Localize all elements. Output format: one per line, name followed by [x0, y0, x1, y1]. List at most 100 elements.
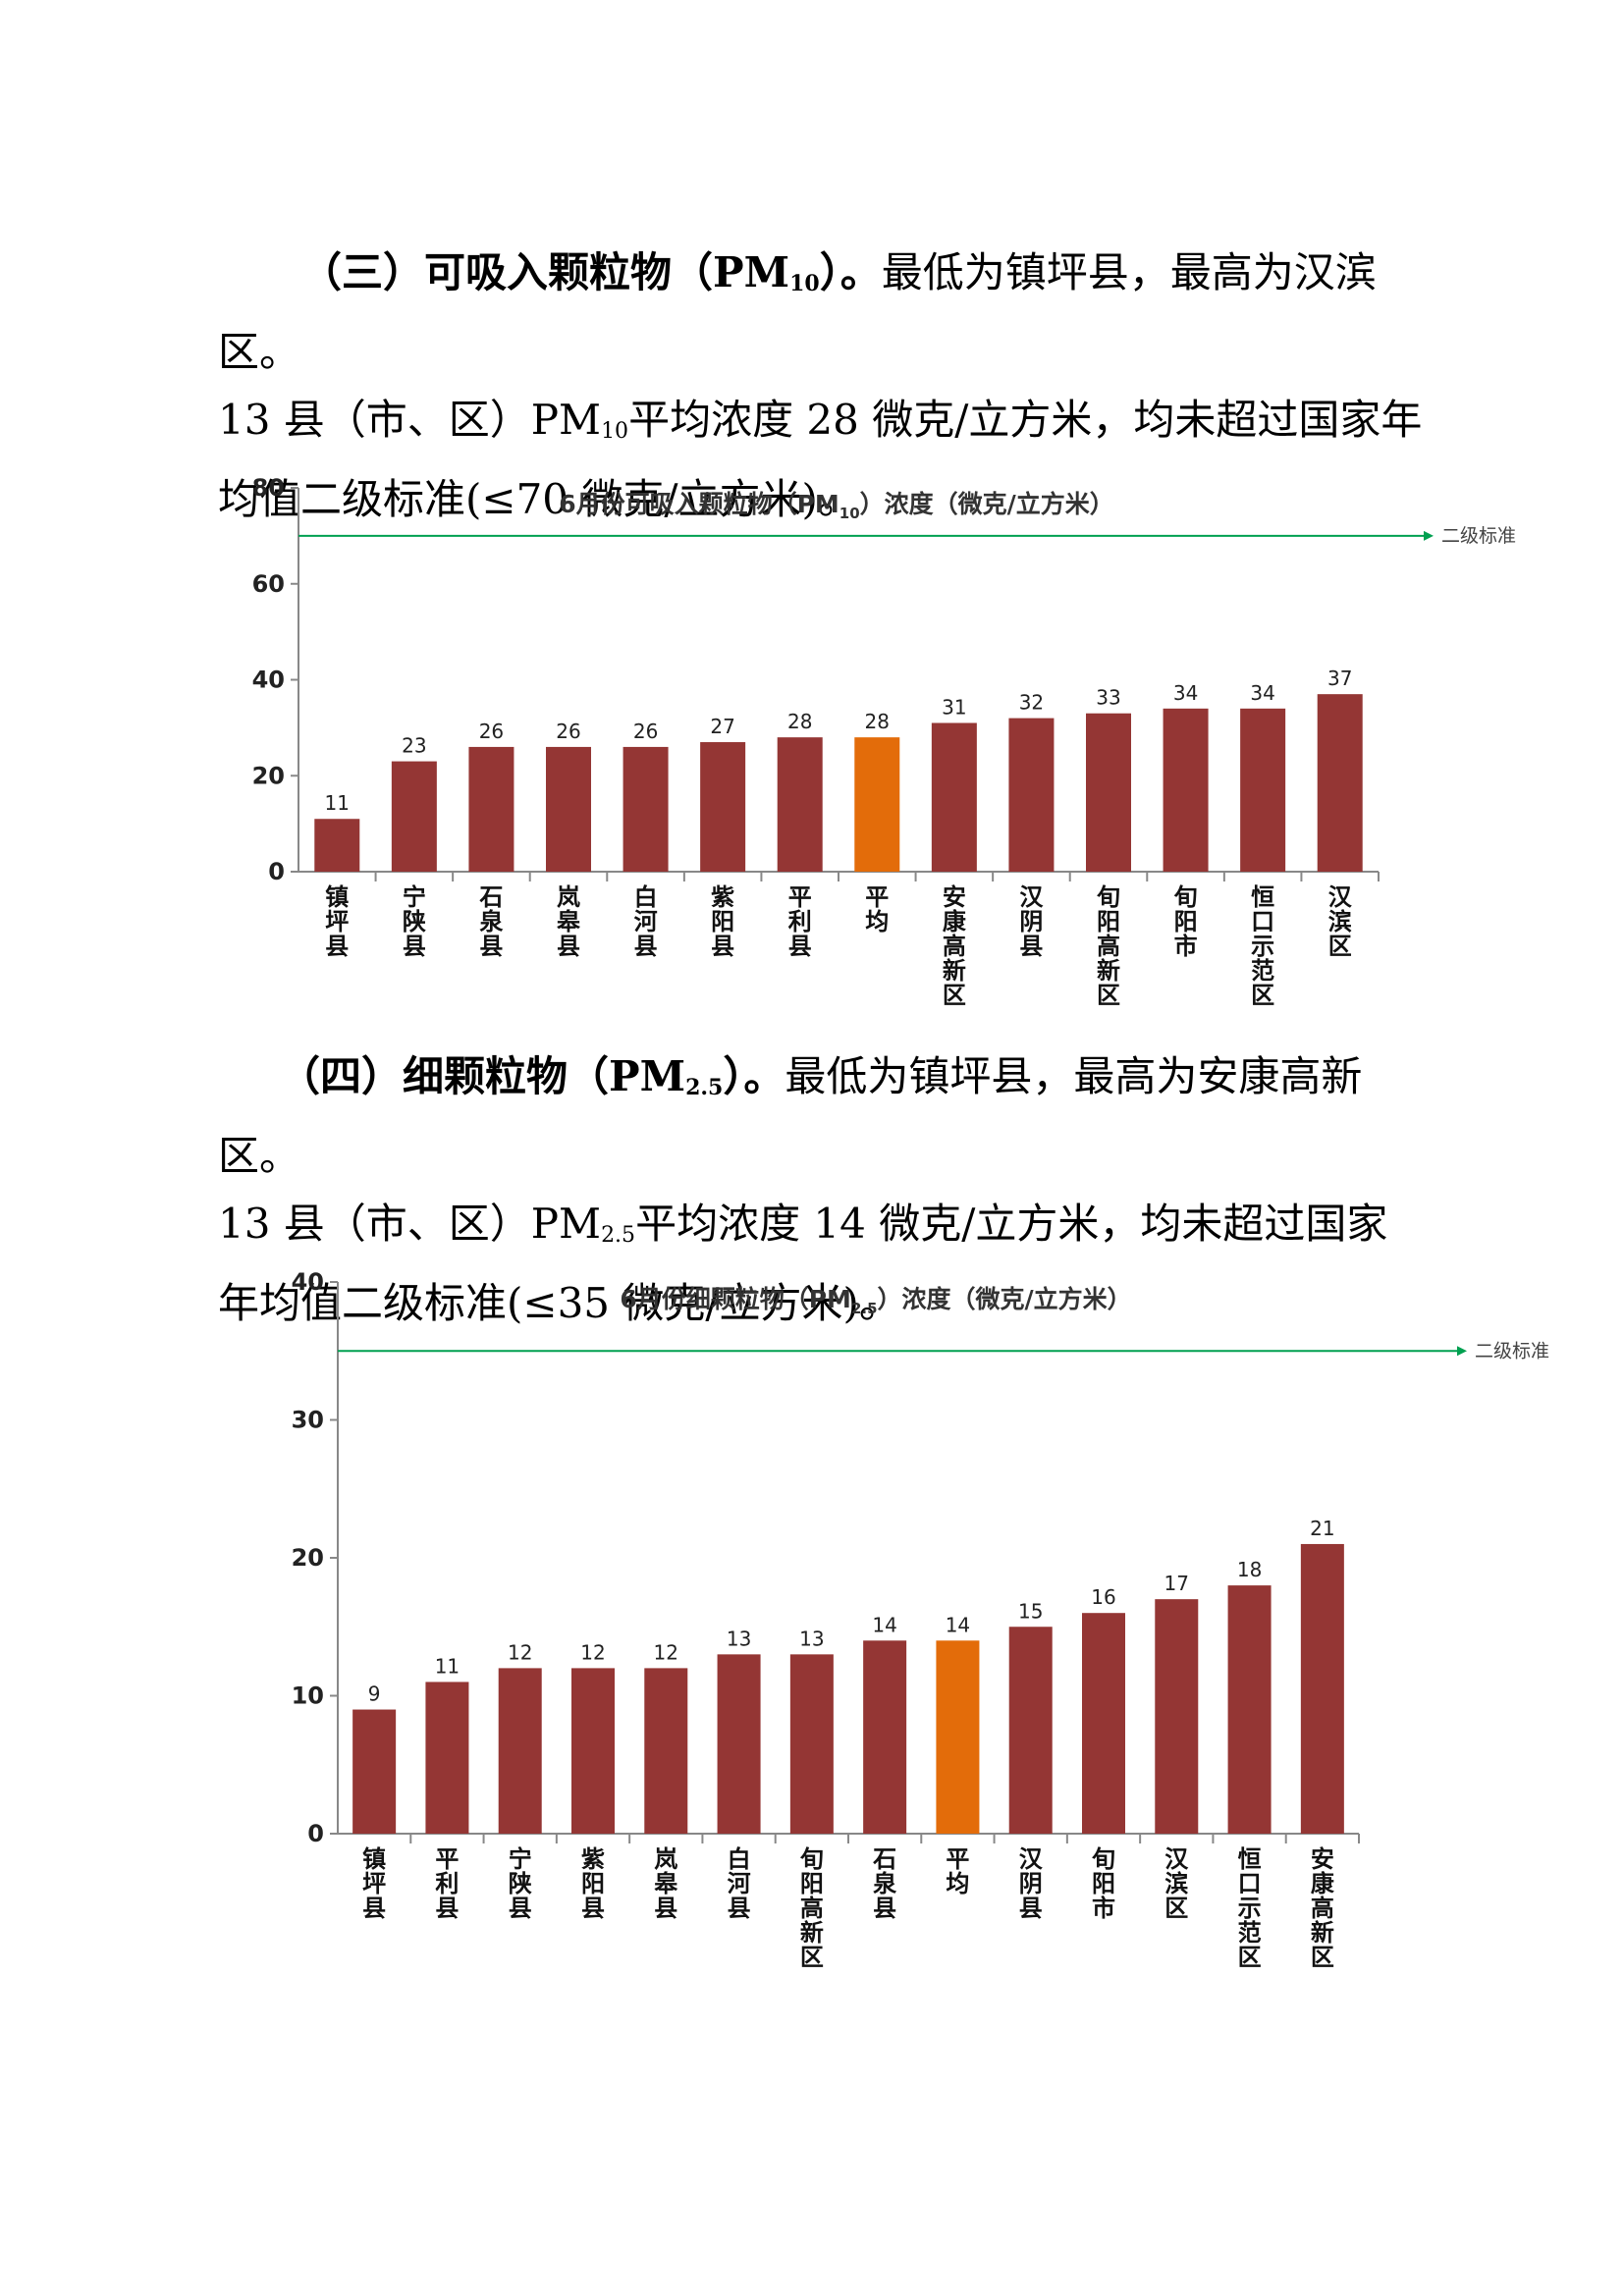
section-pm10-heading-sub: 10	[789, 271, 820, 296]
section-pm25-heading: （四）细颗粒物（PM2.5）。	[279, 1052, 785, 1100]
pm10-chart: 6月份可吸入颗粒物（PM10）浓度（微克/立方米） 0 20 40 60 80 二级标准 11…	[0, 452, 1624, 1025]
category-label: 宁陕县	[403, 883, 426, 960]
bar	[700, 742, 746, 872]
section-pm25-line2-end: 平均浓度 14 微克/立方米，均未超过国家	[635, 1200, 1388, 1248]
data-label: 18	[1237, 1558, 1262, 1581]
bar	[546, 746, 591, 872]
category-label: 旬阳高新区	[1097, 883, 1120, 1009]
data-label: 37	[1327, 667, 1352, 690]
category-label: 白河县	[634, 883, 658, 960]
data-label: 21	[1310, 1517, 1334, 1540]
data-label: 13	[799, 1627, 824, 1650]
bar	[498, 1668, 542, 1834]
bar	[1086, 713, 1131, 872]
data-label: 13	[727, 1627, 751, 1650]
section-pm25-line2: 13 县（市、区）PM2.5平均浓度 14 微克/立方米，均未超过国家	[218, 1190, 1426, 1269]
data-label: 9	[368, 1682, 381, 1706]
chart-title: 6月份可吸入颗粒物（PM10）浓度（微克/立方米）	[559, 490, 1114, 522]
category-label: 旬阳市	[1174, 883, 1198, 960]
section-pm10-line2-start: 13 县（市、区）PM	[218, 396, 602, 444]
chart-title-subscript: 2.5	[851, 1300, 878, 1317]
category-label: 镇坪县	[325, 883, 349, 960]
chart-title-unit: ）浓度（微克/立方米）	[860, 490, 1114, 518]
data-label: 34	[1250, 681, 1274, 705]
bar	[468, 746, 514, 872]
category-label: 岚皋县	[654, 1845, 678, 1922]
y-tick-label: 20	[292, 1544, 324, 1572]
chart-title-unit: ）浓度（微克/立方米）	[878, 1285, 1132, 1313]
data-label: 16	[1091, 1585, 1115, 1609]
category-label: 安康高新区	[1311, 1845, 1335, 1971]
section-pm10-summary: 最低为镇坪县，最高为汉滨区。	[218, 248, 1377, 376]
section-pm25-text: （四）细颗粒物（PM2.5）。最低为镇坪县，最高为安康高新区。 13 县（市、区…	[218, 1042, 1426, 1337]
data-label: 15	[1018, 1599, 1043, 1623]
pm10-chart-svg: 6月份可吸入颗粒物（PM10）浓度（微克/立方米） 0 20 40 60 80 二级标准 11…	[252, 474, 1516, 1009]
data-label: 14	[872, 1613, 896, 1636]
y-tick-label: 0	[307, 1820, 324, 1847]
y-tick-label: 80	[252, 474, 285, 502]
pm25-chart: 6月份细颗粒物（PM2.5）浓度（微克/立方米） 0 10 20 30 40 二级标准 9 镇坪…	[0, 1247, 1624, 2016]
bar	[1240, 708, 1286, 872]
category-label: 汉阴县	[1019, 1845, 1044, 1922]
data-label: 26	[556, 720, 580, 743]
bar	[1300, 1543, 1344, 1834]
data-label: 33	[1096, 686, 1120, 710]
section-pm25-line2-start: 13 县（市、区）PM	[218, 1200, 602, 1248]
bar	[391, 761, 437, 872]
section-pm25-heading-sub: 2.5	[685, 1075, 724, 1100]
y-tick-label: 30	[292, 1407, 324, 1434]
data-label: 12	[508, 1640, 532, 1664]
data-label: 11	[325, 791, 350, 815]
category-label: 紫阳县	[711, 883, 734, 960]
data-label: 31	[942, 695, 966, 719]
bar	[1082, 1613, 1125, 1834]
bar	[1227, 1585, 1272, 1834]
section-pm10-heading: （三）可吸入颗粒物（PM10）。	[300, 248, 882, 296]
bar	[931, 722, 977, 872]
data-label: 11	[435, 1654, 460, 1678]
bar	[1008, 1627, 1053, 1834]
data-label: 34	[1173, 681, 1198, 705]
category-label: 紫阳县	[581, 1845, 605, 1922]
bar	[425, 1682, 469, 1834]
section-pm10-line1: （三）可吸入颗粒物（PM10）。最低为镇坪县，最高为汉滨区。	[218, 239, 1426, 386]
category-label: 宁陕县	[509, 1845, 532, 1922]
category-label: 平利县	[788, 883, 812, 960]
data-label: 26	[479, 720, 504, 743]
chart-title-text: 6月份可吸入颗粒物（PM	[559, 490, 839, 518]
bar	[1155, 1599, 1199, 1834]
section-pm10-line3: 均值二级标准(≤70 微克/立方米)。	[218, 475, 859, 523]
bar	[777, 737, 823, 872]
category-label: 汉滨区	[1328, 883, 1353, 960]
category-label: 汉阴县	[1019, 883, 1044, 960]
pm25-chart-svg: 6月份细颗粒物（PM2.5）浓度（微克/立方米） 0 10 20 30 40 二级标准 9 镇坪…	[292, 1268, 1549, 1971]
bar	[1008, 718, 1055, 872]
bar	[936, 1640, 980, 1834]
category-label: 安康高新区	[943, 883, 967, 1009]
bar	[623, 746, 669, 872]
bar	[854, 737, 900, 872]
standard-line-label: 二级标准	[1475, 1340, 1549, 1362]
category-label: 恒口示范区	[1238, 1845, 1262, 1971]
y-tick-label: 40	[252, 667, 285, 694]
section-pm25-summary: 最低为镇坪县，最高为安康高新区。	[218, 1052, 1363, 1180]
category-label: 平均	[865, 883, 889, 935]
standard-line-arrow	[1424, 530, 1434, 541]
y-tick-label: 0	[268, 858, 285, 885]
section-pm10-text: （三）可吸入颗粒物（PM10）。最低为镇坪县，最高为汉滨区。 13 县（市、区）…	[218, 239, 1426, 533]
standard-line-label: 二级标准	[1441, 525, 1516, 547]
y-tick-label: 10	[292, 1682, 324, 1710]
data-label: 12	[654, 1640, 678, 1664]
y-tick-label: 20	[252, 762, 285, 789]
bar	[352, 1709, 397, 1834]
category-label: 白河县	[728, 1845, 751, 1922]
section-pm10-line2: 13 县（市、区）PM10平均浓度 28 微克/立方米，均未超过国家年	[218, 386, 1426, 465]
data-label: 12	[580, 1640, 605, 1664]
bar	[571, 1668, 615, 1834]
category-label: 平利县	[435, 1845, 459, 1922]
bar	[644, 1668, 688, 1834]
section-pm25-heading-end: ）。	[723, 1052, 785, 1100]
chart-title-text: 6月份细颗粒物（PM	[620, 1285, 851, 1313]
bar	[717, 1654, 761, 1834]
y-tick-label: 60	[252, 570, 285, 598]
